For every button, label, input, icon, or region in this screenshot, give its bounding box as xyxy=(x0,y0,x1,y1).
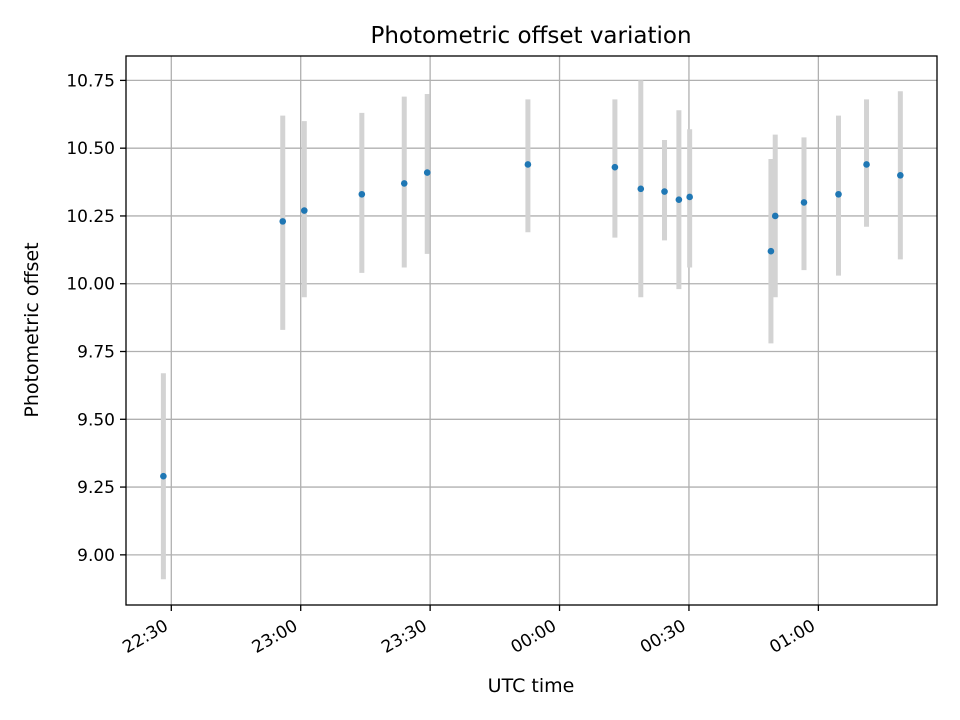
x-tick-label: 01:00 xyxy=(766,616,818,658)
data-point xyxy=(675,196,683,203)
y-tick-label: 10.25 xyxy=(66,207,115,227)
data-point xyxy=(524,161,532,168)
data-point xyxy=(400,180,408,187)
error-bars xyxy=(160,80,903,580)
data-point xyxy=(637,185,645,193)
data-point xyxy=(800,199,808,206)
y-tick-label: 10.75 xyxy=(66,71,115,91)
data-point xyxy=(863,161,870,168)
y-tick-label: 10.00 xyxy=(66,275,115,295)
axis-ticks: 22:30 23:00 23:30 00:00 00:30 01:00 9.00 9.25 9.… xyxy=(66,71,820,658)
data-point xyxy=(767,247,775,255)
data-point xyxy=(423,169,431,176)
data-point xyxy=(686,193,693,201)
data-point xyxy=(301,207,308,214)
x-tick-label: 22:30 xyxy=(119,616,171,658)
data-point xyxy=(160,472,167,480)
data-point xyxy=(661,188,668,195)
y-tick-label: 9.25 xyxy=(77,478,115,498)
grid xyxy=(126,56,937,605)
plot-frame xyxy=(125,55,938,606)
y-tick-label: 10.50 xyxy=(66,139,115,159)
x-tick-label: 23:30 xyxy=(378,616,430,658)
data-point xyxy=(897,171,904,179)
data-points xyxy=(160,161,904,480)
data-point xyxy=(771,212,779,220)
x-tick-label: 23:00 xyxy=(249,616,301,658)
data-point xyxy=(279,218,287,225)
data-point xyxy=(835,190,842,198)
data-point xyxy=(358,190,366,198)
y-tick-label: 9.50 xyxy=(77,410,115,430)
x-axis-label: UTC time xyxy=(488,675,575,697)
x-tick-label: 00:30 xyxy=(637,616,689,658)
y-tick-label: 9.00 xyxy=(77,546,115,566)
y-axis-label: Photometric offset xyxy=(21,242,43,417)
y-tick-label: 9.75 xyxy=(77,343,115,363)
chart-title: Photometric offset variation xyxy=(370,23,691,49)
x-tick-label: 00:00 xyxy=(508,616,560,658)
data-point xyxy=(611,163,619,171)
